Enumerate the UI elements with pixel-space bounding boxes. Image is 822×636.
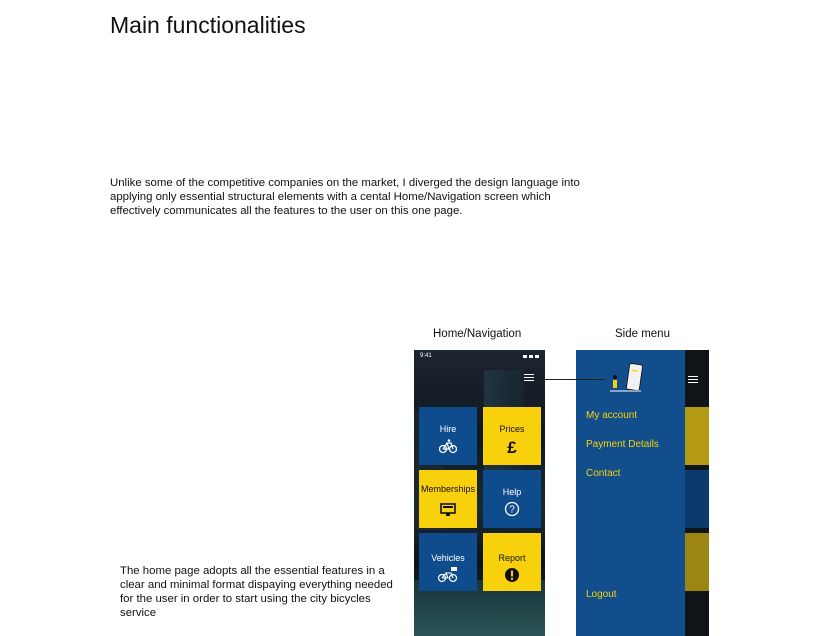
card-icon (440, 503, 456, 516)
alert-icon (505, 568, 519, 582)
background-tile (685, 407, 709, 465)
tile-label: Hire (439, 424, 457, 434)
tile-label: Vehicles (431, 553, 465, 563)
status-bar: 9:41 (414, 350, 545, 362)
tile-vehicles[interactable]: Vehicles (419, 533, 477, 591)
tile-help[interactable]: Help ? (483, 470, 541, 528)
side-menu-item-logout[interactable]: Logout (586, 589, 617, 600)
intro-paragraph: Unlike some of the competitive companies… (110, 177, 580, 217)
home-screen-mockup: 9:41 Hire Prices £ Memberships Help ? (414, 350, 545, 636)
tile-label: Report (498, 553, 526, 563)
tile-hire[interactable]: Hire (419, 407, 477, 465)
background-tile (685, 470, 709, 528)
tile-memberships[interactable]: Memberships (419, 470, 477, 528)
svg-text:£: £ (507, 438, 517, 454)
help-icon: ? (504, 501, 520, 517)
page-title: Main functionalities (110, 12, 306, 38)
home-page-caption: The home page adopts all the essential f… (120, 565, 393, 619)
status-time: 9:41 (420, 353, 432, 359)
status-icons (523, 354, 539, 358)
phone-illustration-icon (610, 363, 643, 392)
hamburger-menu-icon[interactable] (524, 374, 534, 382)
tile-label: Memberships (420, 484, 476, 494)
side-menu-item-payment-details[interactable]: Payment Details (586, 439, 659, 450)
side-menu-panel: My account Payment Details Contact Logou… (576, 350, 685, 636)
side-menu-mockup: My account Payment Details Contact Logou… (576, 350, 709, 636)
tile-prices[interactable]: Prices £ (483, 407, 541, 465)
side-menu-item-contact[interactable]: Contact (586, 468, 621, 479)
tile-label: Prices (499, 424, 525, 434)
background-tile (685, 533, 709, 591)
bicycle-icon (439, 439, 457, 454)
home-navigation-label: Home/Navigation (433, 328, 522, 340)
tile-label: Help (502, 487, 522, 497)
hamburger-menu-icon[interactable] (688, 376, 698, 384)
side-menu-item-my-account[interactable]: My account (586, 410, 638, 421)
vehicles-icon (437, 567, 458, 583)
connector-line (537, 379, 605, 380)
pound-icon: £ (507, 438, 517, 454)
side-menu-label: Side menu (615, 328, 670, 340)
svg-text:?: ? (509, 505, 515, 516)
tile-report[interactable]: Report (483, 533, 541, 591)
